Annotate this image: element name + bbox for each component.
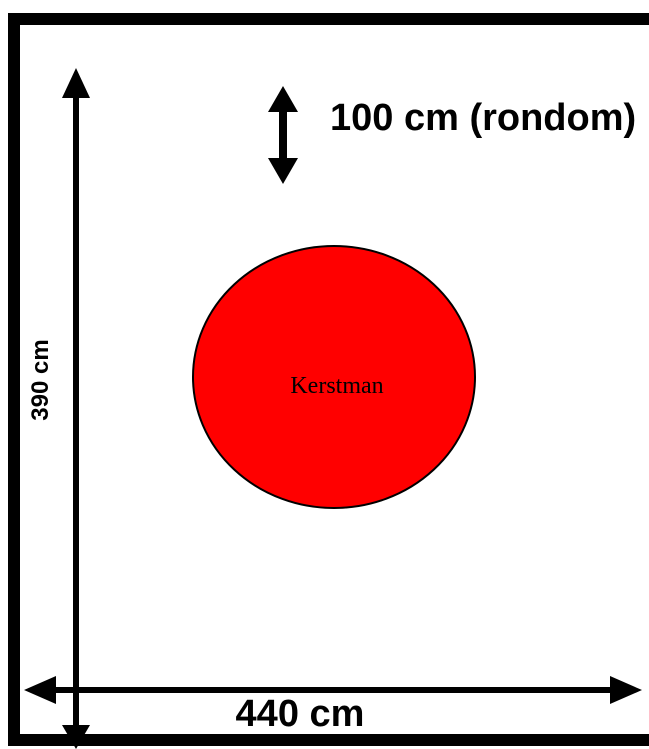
height-arrow-head	[62, 725, 90, 749]
height-label: 390 cm	[27, 339, 54, 420]
room-border	[8, 13, 649, 746]
distance-label: 100 cm (rondom)	[330, 97, 636, 139]
height-arrow-head	[62, 68, 90, 98]
width-arrow-head	[610, 676, 642, 704]
distance-arrow-head	[268, 86, 298, 112]
distance-arrow-head	[268, 158, 298, 184]
width-arrow-head	[24, 676, 56, 704]
circle	[192, 245, 476, 509]
circle-label: Kerstman	[290, 373, 383, 399]
width-label: 440 cm	[236, 693, 365, 735]
